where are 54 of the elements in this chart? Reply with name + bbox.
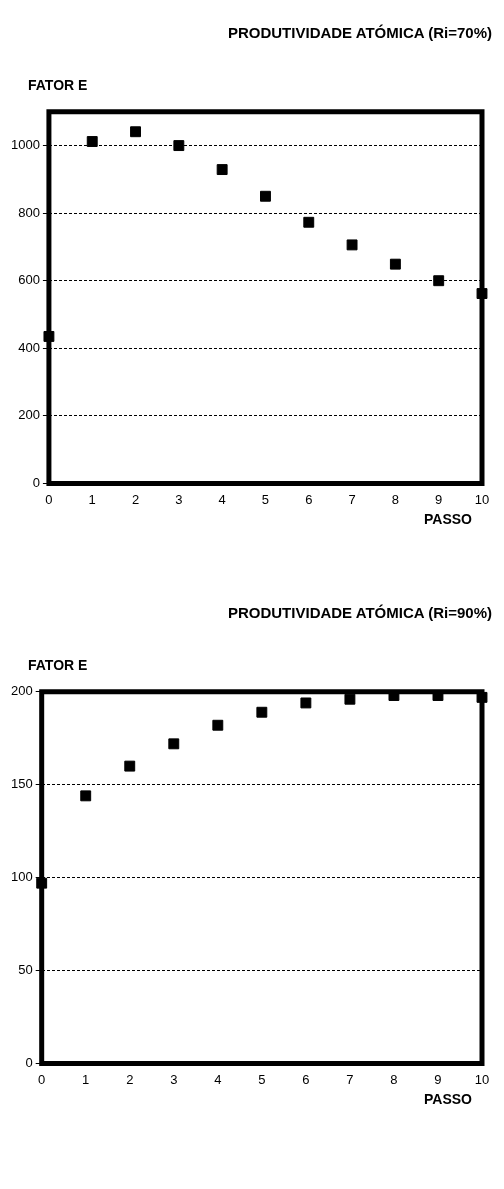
x-tick-label: 3: [175, 491, 183, 507]
x-tick-label: 6: [305, 491, 313, 507]
point: [346, 239, 358, 251]
y-tick-label: 800: [18, 204, 40, 220]
point: [303, 216, 315, 228]
y-tick-label: 150: [10, 776, 33, 792]
x-axis-title: PASSO: [423, 1091, 473, 1107]
y-tick-label: 100: [10, 869, 33, 885]
x-tick-label: 2: [126, 1071, 134, 1087]
x-tick-label: 1: [88, 491, 96, 507]
y-tick-label: 50: [18, 962, 33, 978]
x-axis-title: PASSO: [423, 511, 473, 527]
point: [124, 760, 136, 772]
point: [86, 136, 98, 147]
y-tick-label: 0: [25, 1054, 33, 1070]
point: [344, 693, 356, 705]
y-axis-title: FATOR E: [28, 657, 89, 673]
x-tick-label: 8: [390, 1071, 398, 1087]
point: [389, 258, 401, 270]
x-tick-label: 7: [348, 491, 356, 507]
x-tick-label: 10: [474, 491, 490, 507]
point: [168, 738, 180, 750]
point: [80, 790, 92, 802]
y-axis-title: FATOR E: [28, 77, 89, 93]
point: [212, 719, 224, 731]
point: [260, 190, 271, 202]
point: [300, 697, 312, 709]
y-tick-label: 400: [18, 339, 40, 355]
chart-title: PRODUTIVIDADE ATÓMICA (Ri=70%): [226, 23, 493, 41]
x-tick-label: 0: [45, 491, 53, 507]
y-tick-label: 200: [18, 407, 40, 423]
x-tick-label: 10: [474, 1071, 490, 1087]
y-tick-label: 600: [18, 272, 40, 288]
point: [216, 164, 228, 176]
point: [130, 126, 141, 138]
x-tick-label: 6: [302, 1071, 310, 1087]
x-tick-label: 9: [435, 491, 443, 507]
x-tick-label: 5: [258, 1071, 266, 1087]
point: [256, 706, 268, 718]
chart-title: PRODUTIVIDADE ATÓMICA (Ri=90%): [226, 603, 493, 621]
point: [433, 275, 445, 287]
x-tick-label: 4: [214, 1071, 222, 1087]
x-tick-label: 8: [391, 491, 399, 507]
y-tick-label: 200: [10, 683, 33, 699]
x-tick-label: 7: [346, 1071, 354, 1087]
x-tick-label: 2: [131, 491, 140, 507]
x-tick-label: 3: [170, 1071, 178, 1087]
y-tick-label: 0: [32, 474, 40, 490]
x-tick-label: 1: [82, 1071, 90, 1087]
x-tick-label: 5: [261, 491, 270, 507]
x-tick-label: 9: [434, 1071, 442, 1087]
y-tick-label: 1000: [11, 137, 40, 153]
x-tick-label: 4: [218, 491, 226, 507]
point: [173, 140, 185, 152]
